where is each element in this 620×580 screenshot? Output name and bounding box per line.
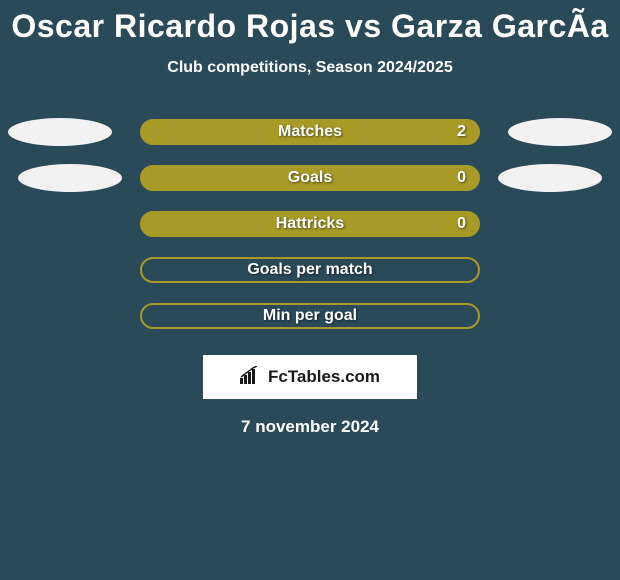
stat-label: Goals per match — [247, 261, 372, 279]
root: Oscar Ricardo Rojas vs Garza GarcÃ­a Clu… — [0, 0, 620, 437]
stat-label: Matches — [278, 123, 342, 141]
stat-bar: Min per goal — [140, 303, 480, 329]
stat-row: Hattricks 0 — [0, 211, 620, 237]
footer-date: 7 november 2024 — [241, 417, 379, 437]
stat-label: Goals — [288, 169, 332, 187]
brand-chart-icon — [240, 366, 262, 389]
stat-value: 2 — [457, 123, 466, 141]
stat-bar: Goals per match — [140, 257, 480, 283]
stat-label: Min per goal — [263, 307, 357, 325]
right-ellipse-icon — [508, 118, 612, 146]
right-ellipse-icon — [498, 164, 602, 192]
stat-row: Goals 0 — [0, 165, 620, 191]
stat-row: Min per goal — [0, 303, 620, 329]
stat-bar: Goals 0 — [140, 165, 480, 191]
stat-row: Goals per match — [0, 257, 620, 283]
stat-bar: Matches 2 — [140, 119, 480, 145]
brand-badge: FcTables.com — [203, 355, 417, 399]
page-subtitle: Club competitions, Season 2024/2025 — [167, 59, 452, 77]
stat-label: Hattricks — [276, 215, 344, 233]
left-ellipse-icon — [8, 118, 112, 146]
stats-area: Matches 2 Goals 0 Hattricks 0 Goals per match M… — [0, 119, 620, 329]
page-title: Oscar Ricardo Rojas vs Garza GarcÃ­a — [11, 8, 608, 45]
left-ellipse-icon — [18, 164, 122, 192]
stat-bar: Hattricks 0 — [140, 211, 480, 237]
stat-row: Matches 2 — [0, 119, 620, 145]
stat-value: 0 — [457, 215, 466, 233]
brand-name: FcTables.com — [268, 367, 380, 387]
stat-value: 0 — [457, 169, 466, 187]
